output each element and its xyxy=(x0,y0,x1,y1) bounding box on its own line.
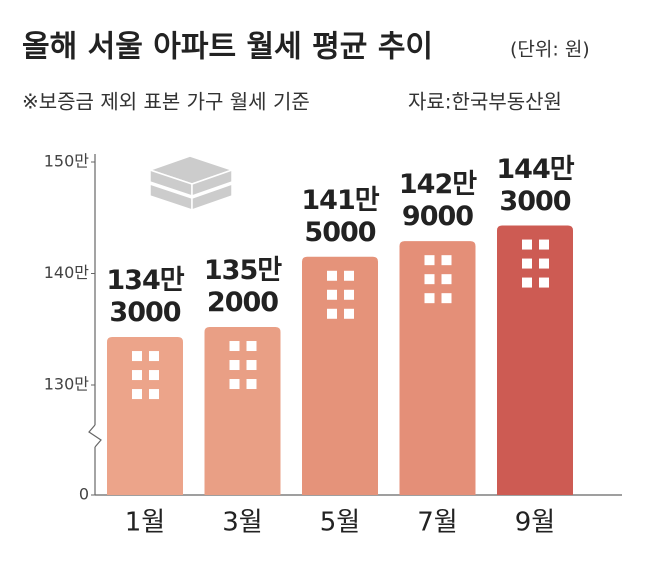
y-tick-label: 150만 xyxy=(44,152,90,171)
x-tick-label: 5월 xyxy=(320,508,360,538)
x-tick-label: 9월 xyxy=(515,508,555,538)
unit: (단위: 원) xyxy=(510,39,590,61)
window xyxy=(229,341,240,352)
window xyxy=(149,370,159,381)
y-tick-label: 140만 xyxy=(44,263,90,282)
window xyxy=(539,239,549,250)
chart-title: 올해 서울 아파트 월세 평균 추이 xyxy=(22,30,433,65)
axis-break xyxy=(88,424,102,448)
window xyxy=(327,270,337,281)
window xyxy=(522,239,532,250)
y-tick-label: 0 xyxy=(79,485,89,504)
window xyxy=(229,360,240,371)
window xyxy=(344,289,354,300)
window xyxy=(149,389,159,400)
bar xyxy=(107,337,183,495)
window xyxy=(344,270,354,281)
window xyxy=(246,379,257,390)
bar xyxy=(399,241,476,495)
window xyxy=(424,255,435,266)
bar xyxy=(204,327,281,495)
window xyxy=(246,341,257,352)
window xyxy=(522,258,532,269)
window xyxy=(441,293,452,304)
value-label: 142만 9000 xyxy=(398,169,477,233)
x-tick-label: 1월 xyxy=(125,508,165,538)
window xyxy=(441,255,452,266)
source: 자료:한국부동산원 xyxy=(408,90,562,114)
window xyxy=(539,277,549,288)
x-tick-label: 3월 xyxy=(222,508,262,538)
window xyxy=(229,379,240,390)
x-tick-label: 7월 xyxy=(417,508,457,538)
value-label: 135만 2000 xyxy=(203,255,282,319)
window xyxy=(132,351,142,362)
value-label: 144만 3000 xyxy=(496,153,574,217)
window xyxy=(327,289,337,300)
value-label: 141만 5000 xyxy=(301,184,379,248)
window xyxy=(149,351,159,362)
window xyxy=(424,293,435,304)
window xyxy=(441,274,452,285)
window xyxy=(132,389,142,400)
window xyxy=(132,370,142,381)
bar xyxy=(497,225,573,495)
money-icon xyxy=(147,155,235,212)
subtitle: ※보증금 제외 표본 가구 월세 기준 xyxy=(22,90,310,114)
value-label: 134만 3000 xyxy=(106,265,184,329)
window xyxy=(522,277,532,288)
window xyxy=(344,308,354,319)
window xyxy=(539,258,549,269)
y-tick-label: 130만 xyxy=(44,375,90,394)
bar xyxy=(302,256,378,495)
window xyxy=(327,308,337,319)
window xyxy=(246,360,257,371)
window xyxy=(424,274,435,285)
